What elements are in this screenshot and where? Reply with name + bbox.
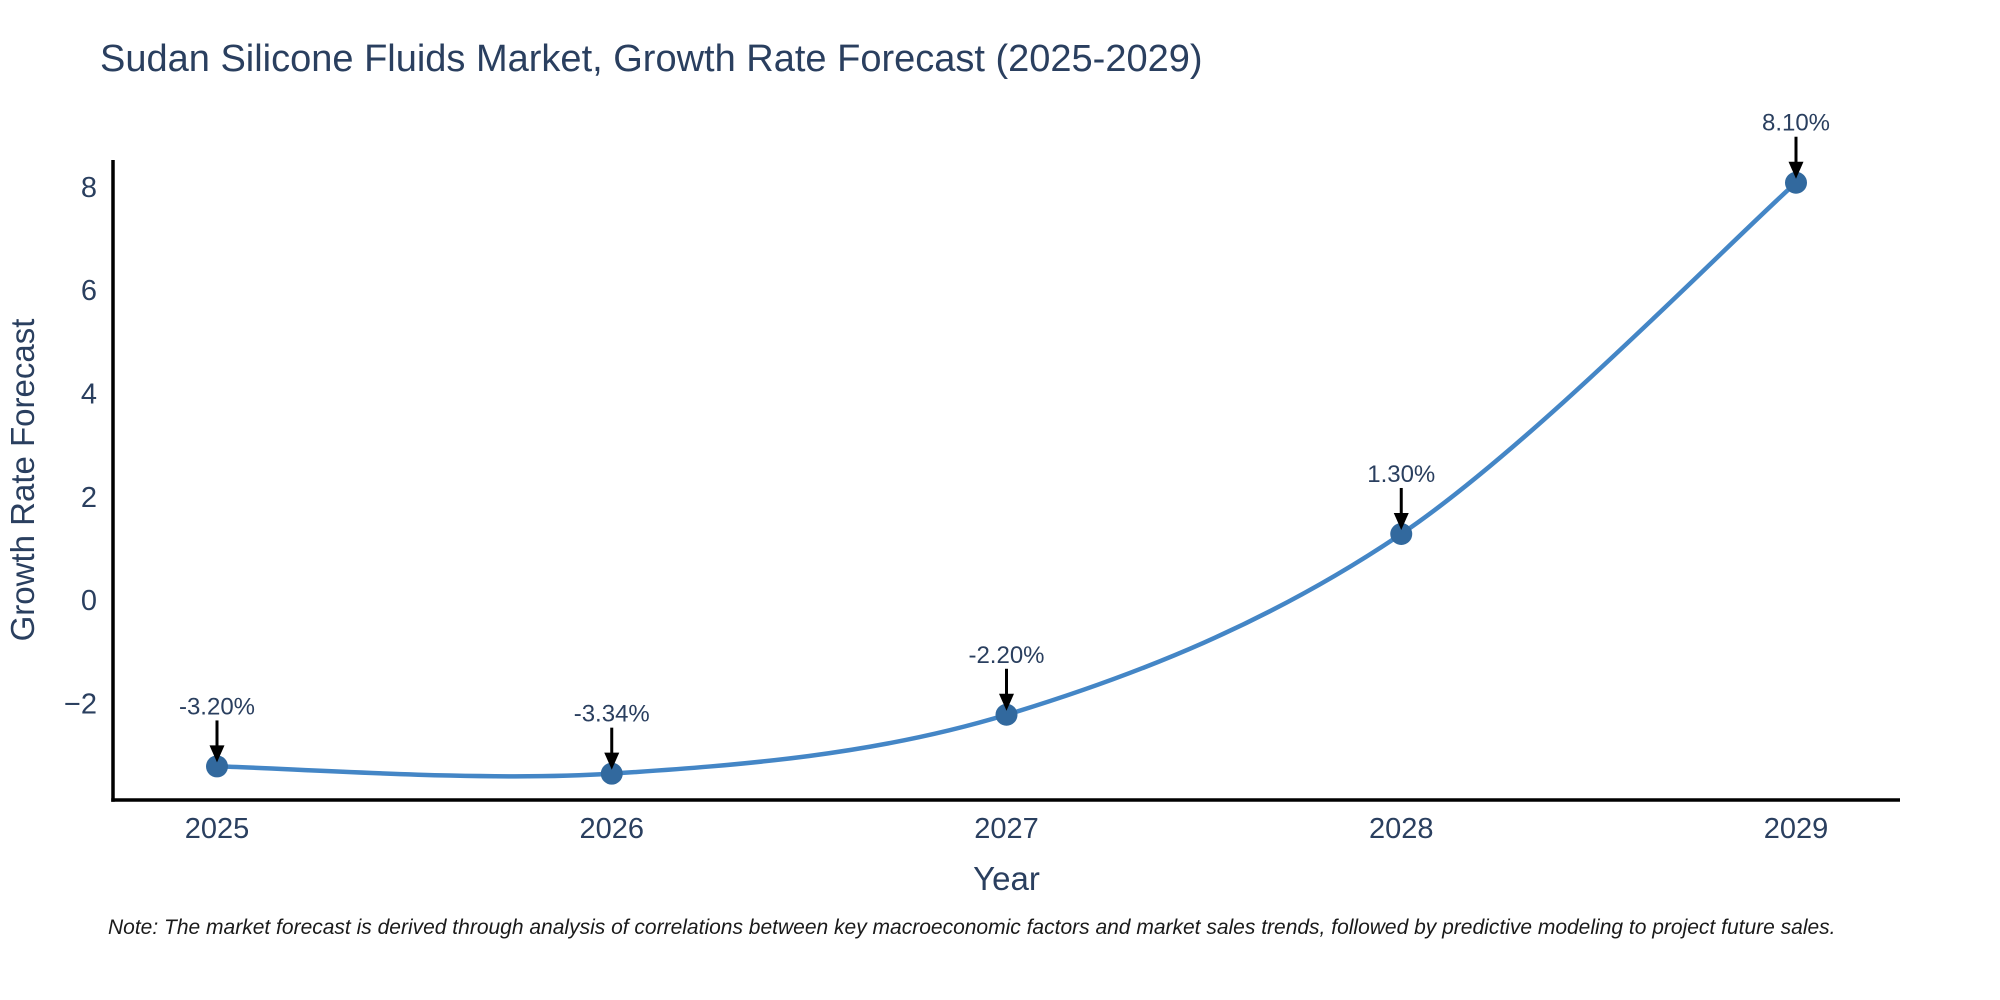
x-tick-label: 2029 xyxy=(1764,813,1829,845)
annotation-arrowhead-icon xyxy=(604,752,620,770)
point-value-label: -3.20% xyxy=(179,693,255,720)
annotation-arrowhead-icon xyxy=(999,693,1014,711)
y-tick-label: 2 xyxy=(81,482,97,514)
data-point-marker[interactable] xyxy=(600,762,623,785)
chart-title: Sudan Silicone Fluids Market, Growth Rat… xyxy=(100,38,1203,80)
data-point-marker[interactable] xyxy=(1785,171,1807,194)
point-value-label: 1.30% xyxy=(1367,461,1435,488)
annotation-arrowhead-icon xyxy=(1788,161,1804,179)
annotation-arrowhead-icon xyxy=(209,745,225,763)
y-tick-label: 6 xyxy=(81,275,97,307)
series-line[interactable] xyxy=(214,180,1799,779)
x-axis-title: Year xyxy=(973,860,1040,897)
y-tick-label: 8 xyxy=(81,172,97,204)
x-tick-label: 2025 xyxy=(185,813,250,845)
x-tick-label: 2028 xyxy=(1369,813,1434,845)
x-tick-label: 2026 xyxy=(579,813,644,845)
x-tick-label: 2027 xyxy=(974,813,1039,845)
data-point-marker[interactable] xyxy=(1390,522,1413,545)
y-tick-label: −2 xyxy=(64,688,97,720)
footnote: Note: The market forecast is derived thr… xyxy=(108,916,1836,939)
point-value-label: -3.34% xyxy=(574,701,650,728)
data-point-marker[interactable] xyxy=(206,755,228,778)
y-tick-label: 0 xyxy=(81,585,97,617)
annotation-arrowhead-icon xyxy=(1393,512,1409,530)
point-value-label: -2.20% xyxy=(968,642,1044,669)
y-axis-title: Growth Rate Forecast xyxy=(4,319,41,642)
data-point-marker[interactable] xyxy=(995,703,1018,726)
y-tick-label: 4 xyxy=(81,379,97,411)
point-value-label: 8.10% xyxy=(1762,110,1830,137)
